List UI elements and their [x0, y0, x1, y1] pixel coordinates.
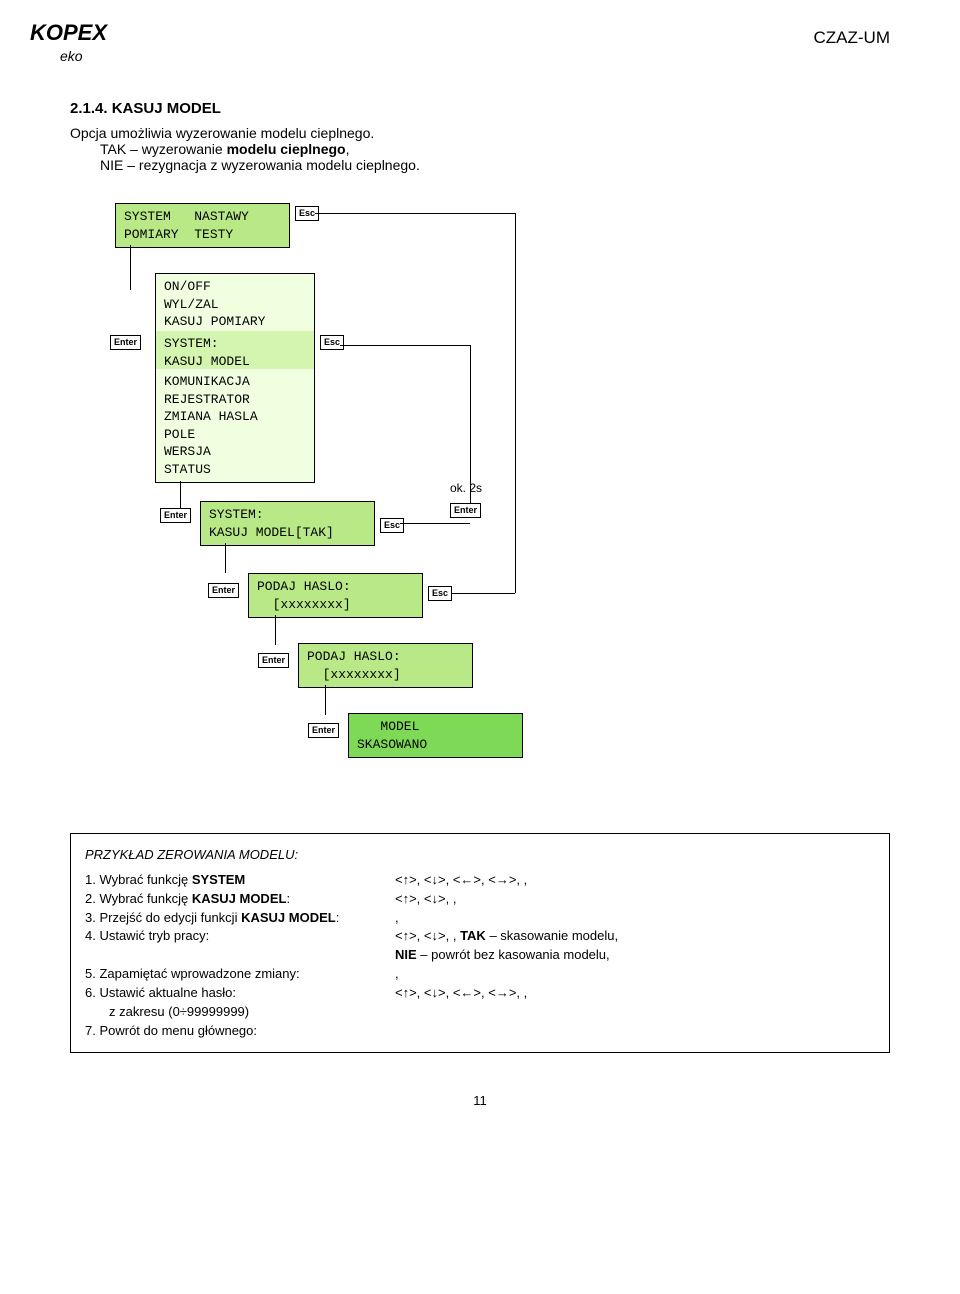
timing-label: ok. 2s: [450, 481, 482, 495]
example-row: NIE – powrót bez kasowania modelu,: [395, 946, 875, 965]
logo-sub: eko: [60, 48, 83, 64]
connector: [180, 481, 181, 511]
menu-bottom: KOMUNIKACJA REJESTRATOR ZMIANA HASLA POL…: [155, 369, 315, 483]
connector: [445, 593, 515, 594]
example-row: 4. Ustawić tryb pracy:<↑>, <↓>, , TAK – …: [85, 927, 875, 946]
haslo2-box: PODAJ HASLO: [xxxxxxxx]: [298, 643, 473, 688]
result-box: MODEL SKASOWANO: [348, 713, 523, 758]
connector: [130, 245, 131, 290]
example-row: 1. Wybrać funkcję SYSTEM<↑>, <↓>, <←>, <…: [85, 871, 875, 890]
haslo1-box: PODAJ HASLO: [xxxxxxxx]: [248, 573, 423, 618]
flow-diagram: SYSTEM NASTAWY POMIARY TESTY Esc Enter O…: [90, 203, 810, 803]
esc-button[interactable]: Esc: [380, 518, 404, 533]
tak-text: – wyzerowanie: [126, 141, 226, 157]
section-heading: 2.1.4. KASUJ MODEL: [70, 100, 890, 117]
connector: [315, 213, 515, 214]
section-desc: Opcja umożliwia wyzerowanie modelu ciepl…: [70, 125, 890, 173]
connector: [400, 523, 470, 524]
page-number: 11: [70, 1093, 890, 1108]
example-row: 3. Przejść do edycji funkcji KASUJ MODEL…: [85, 909, 875, 928]
connector: [340, 345, 470, 346]
enter-button[interactable]: Enter: [110, 335, 141, 350]
example-title: PRZYKŁAD ZEROWANIA MODELU:: [85, 846, 875, 865]
example-row: 6. Ustawić aktualne hasło:<↑>, <↓>, <←>,…: [85, 984, 875, 1003]
doc-code: CZAZ-UM: [814, 28, 890, 48]
tak-line: TAK – wyzerowanie modelu cieplnego,: [100, 141, 350, 157]
tak-label: TAK: [100, 141, 126, 157]
example-row: 2. Wybrać funkcję KASUJ MODEL:<↑>, <↓>, …: [85, 890, 875, 909]
nie-line: NIE – rezygnacja z wyzerowania modelu ci…: [100, 157, 420, 173]
connector: [275, 615, 276, 645]
connector: [470, 345, 471, 503]
enter-button[interactable]: Enter: [450, 503, 481, 518]
enter-button[interactable]: Enter: [160, 508, 191, 523]
example-row: z zakresu (0÷99999999): [85, 1003, 875, 1022]
enter-button[interactable]: Enter: [208, 583, 239, 598]
example-row: 5. Zapamiętać wprowadzone zmiany:,: [85, 965, 875, 984]
connector: [325, 685, 326, 715]
tak-bold: modelu cieplnego: [227, 141, 346, 157]
example-row: 7. Powrót do menu głównego:: [85, 1022, 875, 1041]
intro-text: Opcja umożliwia wyzerowanie modelu ciepl…: [70, 125, 374, 141]
logo-text: KOPEX: [30, 20, 107, 46]
connector: [515, 213, 516, 593]
example-rows: 1. Wybrać funkcję SYSTEM<↑>, <↓>, <←>, <…: [85, 871, 875, 1041]
menu-selected: SYSTEM: KASUJ MODEL: [155, 331, 315, 374]
connector: [225, 543, 226, 573]
enter-button[interactable]: Enter: [308, 723, 339, 738]
example-box: PRZYKŁAD ZEROWANIA MODELU: 1. Wybrać fun…: [70, 833, 890, 1053]
menu-top: ON/OFF WYL/ZAL KASUJ POMIARY: [155, 273, 315, 335]
enter-button[interactable]: Enter: [258, 653, 289, 668]
page: KOPEX eko CZAZ-UM 2.1.4. KASUJ MODEL Opc…: [0, 0, 960, 1148]
esc-button[interactable]: Esc: [320, 335, 344, 350]
esc-button[interactable]: Esc: [428, 586, 452, 601]
kasuj-box: SYSTEM: KASUJ MODEL[TAK]: [200, 501, 375, 546]
tak-end: ,: [346, 141, 350, 157]
content: 2.1.4. KASUJ MODEL Opcja umożliwia wyzer…: [70, 100, 890, 1108]
mainmenu-box: SYSTEM NASTAWY POMIARY TESTY: [115, 203, 290, 248]
